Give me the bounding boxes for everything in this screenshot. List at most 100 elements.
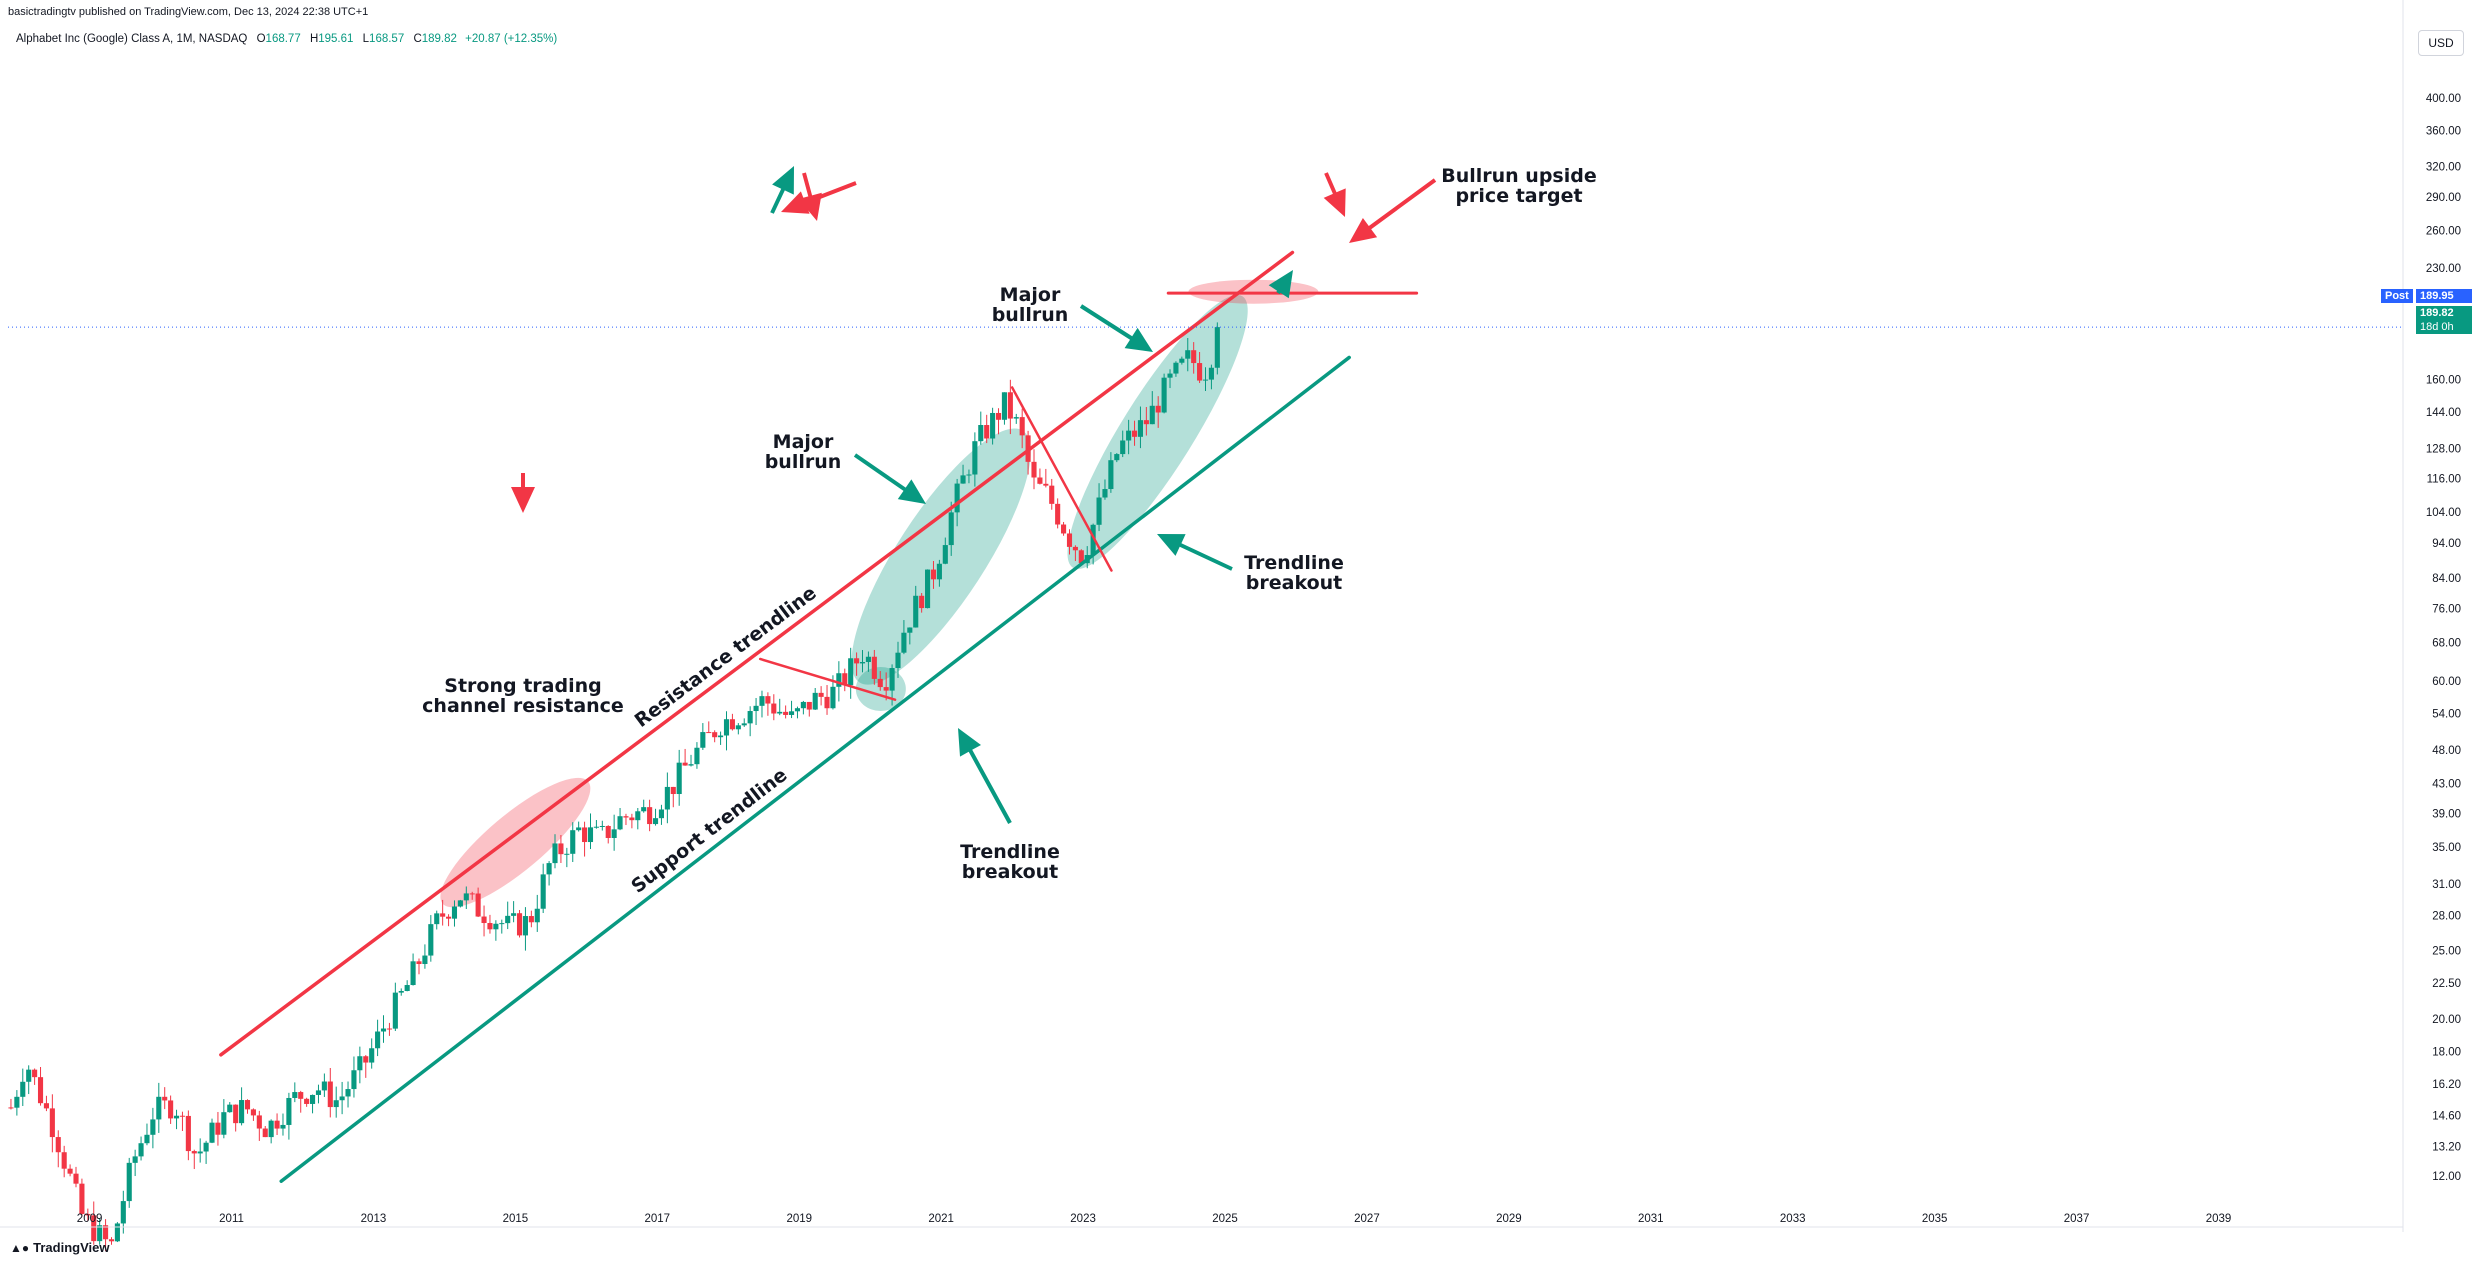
- y-tick-label: 76.00: [2432, 604, 2461, 616]
- candle-body: [1043, 483, 1049, 486]
- symbol-legend: Alphabet Inc (Google) Class A, 1M, NASDA…: [16, 33, 557, 45]
- candle-body: [859, 662, 866, 664]
- x-tick-label: 2029: [1496, 1213, 1522, 1225]
- candle-body: [676, 762, 682, 795]
- candle-body: [516, 913, 523, 936]
- candle-body: [771, 703, 777, 714]
- candle-body: [97, 1225, 103, 1242]
- x-tick-label: 2009: [77, 1213, 103, 1225]
- candle-body: [1202, 379, 1209, 381]
- candle-body: [380, 1028, 387, 1032]
- candle-body: [593, 826, 599, 828]
- candle-body: [564, 853, 570, 855]
- y-tick-label: 400.00: [2426, 93, 2461, 105]
- candle-body: [848, 658, 854, 686]
- x-tick-label: 2027: [1354, 1213, 1380, 1225]
- currency-button[interactable]: USD: [2418, 30, 2464, 56]
- candle-body: [1066, 533, 1073, 547]
- candle-body: [398, 990, 404, 993]
- resistance-arrow: [511, 473, 535, 513]
- candle-body: [1173, 362, 1179, 374]
- candle-body: [806, 701, 812, 710]
- candle-body: [369, 1048, 375, 1063]
- candle-body: [1214, 327, 1220, 368]
- candle-body: [765, 696, 771, 704]
- candle-body: [582, 827, 588, 843]
- candle-body: [256, 1115, 262, 1129]
- bullrun-target-annotation: Bullrun upside: [1441, 165, 1597, 187]
- candle-body: [457, 900, 463, 907]
- candle-body: [8, 1107, 14, 1109]
- low-value: 168.57: [369, 33, 405, 45]
- candle-body: [718, 735, 724, 738]
- candle-body: [481, 916, 487, 924]
- candle-body: [706, 732, 712, 734]
- candle-body: [280, 1124, 286, 1129]
- candle-body: [1061, 524, 1067, 534]
- candle-body: [812, 692, 818, 710]
- candle-body: [1031, 461, 1037, 478]
- candle-body: [108, 1239, 115, 1242]
- candle-body: [1161, 377, 1167, 413]
- candle-body: [446, 916, 452, 919]
- candle-body: [1001, 392, 1007, 420]
- open-label: O: [256, 33, 266, 45]
- channel-resistance-annotation: Strong trading: [444, 675, 601, 697]
- candle-body: [747, 711, 753, 724]
- high-value: 195.61: [318, 33, 354, 45]
- candle-body: [168, 1100, 174, 1119]
- bullrun-target-annotation: price target: [1455, 185, 1582, 207]
- x-tick-label: 2013: [361, 1213, 387, 1225]
- candle-body: [587, 827, 594, 843]
- candle-body: [333, 1100, 339, 1108]
- candle-body: [298, 1092, 304, 1099]
- trendline-breakout-right-arrow: [1157, 534, 1233, 571]
- candle-body: [1197, 363, 1203, 381]
- candle-body: [416, 961, 422, 965]
- candle-body: [32, 1069, 38, 1078]
- countdown-tag: 18d 0h: [2416, 320, 2472, 334]
- y-tick-label: 31.00: [2432, 879, 2461, 891]
- y-tick-label: 116.00: [2427, 474, 2461, 486]
- y-tick-label: 39.00: [2432, 809, 2461, 821]
- candle-body: [1078, 550, 1084, 564]
- candle-body: [522, 916, 528, 936]
- candle-body: [268, 1120, 274, 1138]
- candle-body: [244, 1100, 251, 1110]
- publisher-header: basictradingtv published on TradingView.…: [8, 6, 369, 18]
- candle-body: [37, 1077, 44, 1104]
- candle-body: [1120, 440, 1126, 455]
- candle-body: [865, 656, 871, 663]
- candle-body: [729, 719, 735, 730]
- candle-body: [493, 923, 499, 930]
- x-tick-label: 2017: [645, 1213, 671, 1225]
- candle-body: [1102, 489, 1108, 498]
- candle-body: [1185, 350, 1191, 359]
- trendline-breakout-right-annotation: Trendline: [1244, 552, 1344, 574]
- trendline-breakout-bottom-annotation: breakout: [962, 861, 1058, 883]
- y-tick-label: 18.00: [2432, 1046, 2461, 1058]
- candle-body: [67, 1168, 73, 1174]
- major-bullrun-lower-annotation: Major: [773, 431, 834, 453]
- candle-body: [162, 1096, 168, 1101]
- close-value: 189.82: [421, 33, 457, 45]
- candle-body: [552, 843, 558, 864]
- candle-body: [191, 1151, 197, 1154]
- candle-body: [925, 569, 931, 609]
- candle-body: [209, 1122, 215, 1143]
- candle-body: [179, 1115, 186, 1117]
- y-tick-label: 20.00: [2432, 1014, 2461, 1026]
- candle-body: [735, 725, 741, 730]
- candle-body: [1049, 485, 1055, 504]
- symbol-name: Alphabet Inc (Google) Class A, 1M, NASDA…: [16, 33, 248, 45]
- overlay-layer: [440, 279, 1319, 908]
- candle-body: [375, 1031, 381, 1049]
- candle-body: [712, 732, 718, 738]
- candle-body: [321, 1081, 327, 1091]
- x-tick-label: 2011: [219, 1213, 244, 1225]
- y-tick-label: 54.00: [2432, 709, 2461, 721]
- tradingview-brand[interactable]: ▲● TradingView: [10, 1240, 109, 1255]
- candle-body: [197, 1151, 203, 1154]
- candle-body: [392, 992, 398, 1029]
